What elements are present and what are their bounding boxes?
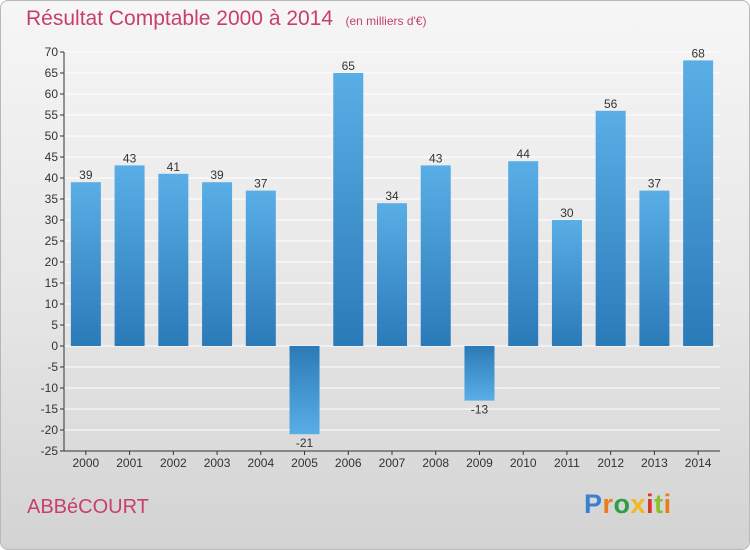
- axes: -25 -20 -15 -10 -5 0 5 10 15 20 25 30 35 40 45 50 55 60 65…: [41, 45, 720, 470]
- data-label: 41: [167, 160, 181, 174]
- bar-2006: [333, 73, 364, 346]
- y-tick-label: -10: [41, 381, 59, 395]
- x-tick-label: 2005: [291, 456, 318, 470]
- bar-2009: [464, 346, 495, 401]
- bar-2014: [683, 60, 714, 347]
- y-tick-label: 40: [45, 171, 59, 185]
- y-tick-label: 5: [51, 318, 58, 332]
- y-tick-label: 0: [51, 339, 58, 353]
- y-tick-label: -15: [41, 402, 59, 416]
- data-label: 30: [560, 206, 574, 220]
- logo-letter: P: [584, 489, 603, 519]
- chart-header: Résultat Comptable 2000 à 2014 (en milli…: [26, 7, 426, 31]
- data-label: 43: [123, 151, 137, 165]
- x-tick-label: 2011: [554, 456, 580, 470]
- bar-chart: -25 -20 -15 -10 -5 0 5 10 15 20 25 30 35 40 45 50 55 60 65…: [41, 45, 720, 470]
- data-label: 34: [385, 189, 399, 203]
- data-label: 43: [429, 151, 443, 165]
- logo-letter: r: [602, 489, 614, 519]
- proxiti-logo[interactable]: Proxiti: [584, 489, 672, 520]
- y-tick-label: 15: [45, 276, 59, 290]
- chart-title: Résultat Comptable 2000 à 2014: [26, 7, 334, 30]
- y-tick-label: 10: [45, 297, 59, 311]
- bar-2012: [595, 110, 626, 346]
- data-label: 44: [517, 147, 531, 161]
- y-tick-label: -5: [47, 360, 58, 374]
- bar-2013: [639, 190, 670, 346]
- bar-2008: [420, 165, 451, 346]
- data-label: 37: [254, 177, 268, 191]
- chart-subtitle: (en milliers d'€): [345, 14, 427, 28]
- y-tick-label: 30: [45, 213, 59, 227]
- x-tick-label: 2003: [204, 456, 231, 470]
- bar-2000: [70, 182, 101, 346]
- y-tick-label: 60: [45, 87, 59, 101]
- data-labels: 39 43 41 39 37 -21 65 34 43 -13 44 30 56 37 68: [79, 46, 705, 450]
- x-tick-label: 2000: [73, 456, 100, 470]
- y-tick-label: 70: [45, 45, 59, 59]
- bar-2002: [158, 173, 189, 346]
- y-tick-label: -20: [41, 423, 59, 437]
- data-label: 37: [648, 177, 662, 191]
- data-label: 65: [342, 59, 356, 73]
- x-tick-label: 2009: [466, 456, 493, 470]
- x-tick-label: 2006: [335, 456, 362, 470]
- data-label: 56: [604, 97, 618, 111]
- logo-letter: x: [630, 489, 647, 519]
- data-label: -21: [296, 436, 314, 450]
- bar-2001: [114, 165, 145, 346]
- y-tick-label: 35: [45, 192, 59, 206]
- y-tick-label: 55: [45, 108, 59, 122]
- y-tick-label: 50: [45, 129, 59, 143]
- logo-letter: t: [654, 489, 664, 519]
- data-label: 39: [210, 168, 224, 182]
- bar-2011: [551, 220, 582, 346]
- y-tick-label: 25: [45, 234, 59, 248]
- y-tick-label: 20: [45, 255, 59, 269]
- data-label: 39: [79, 168, 93, 182]
- logo-letter: i: [663, 489, 672, 519]
- bar-2010: [508, 161, 539, 346]
- x-tick-label: 2012: [597, 456, 624, 470]
- x-tick-label: 2001: [116, 456, 143, 470]
- x-tick-label: 2008: [422, 456, 449, 470]
- bar-2005: [289, 346, 320, 435]
- x-tick-label: 2013: [641, 456, 668, 470]
- bar-2004: [245, 190, 276, 346]
- data-label: 68: [691, 46, 705, 60]
- x-tick-label: 2014: [685, 456, 712, 470]
- bar-2003: [202, 182, 233, 346]
- x-tick-label: 2002: [160, 456, 187, 470]
- x-tick-label: 2004: [247, 456, 274, 470]
- commune-name: ABBéCOURT: [27, 496, 149, 518]
- y-tick-label: 45: [45, 150, 59, 164]
- x-tick-label: 2007: [379, 456, 406, 470]
- y-tick-label: 65: [45, 66, 59, 80]
- logo-letter: o: [613, 489, 631, 519]
- logo-letter: i: [646, 489, 655, 519]
- y-tick-label: -25: [41, 444, 59, 458]
- bars: [70, 60, 714, 435]
- x-tick-label: 2010: [510, 456, 537, 470]
- data-label: -13: [471, 403, 489, 417]
- bar-2007: [377, 203, 407, 346]
